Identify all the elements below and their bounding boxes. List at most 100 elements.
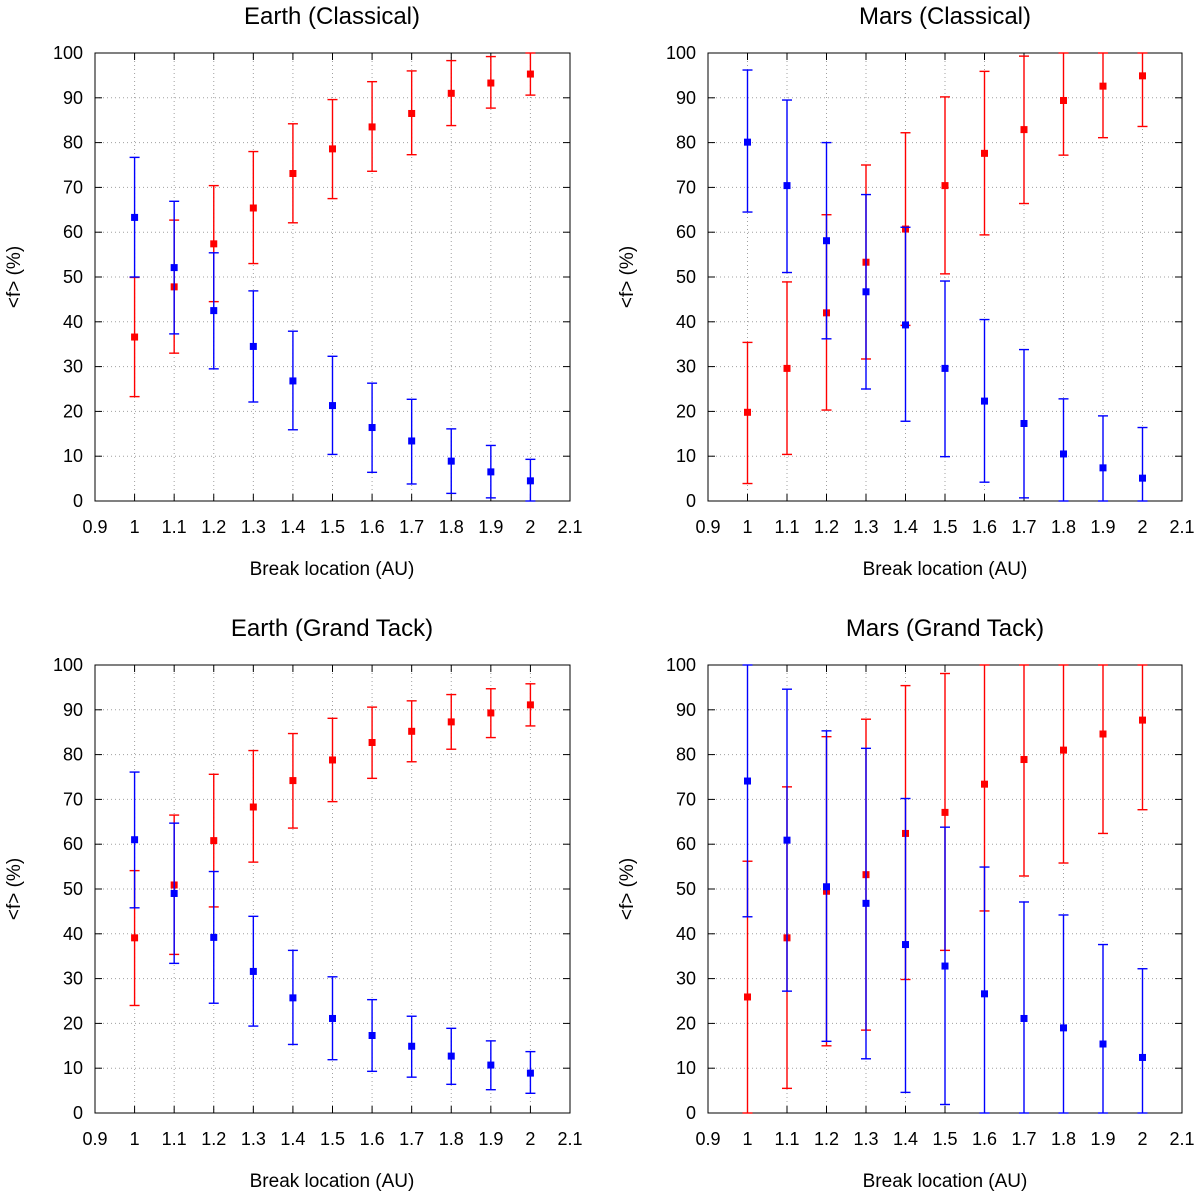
x-tick-label: 0.9 — [695, 517, 720, 537]
x-tick-label: 1.7 — [1011, 1129, 1036, 1149]
data-point — [1020, 1014, 1028, 1022]
data-point — [902, 941, 909, 949]
x-tick-label: 1.3 — [241, 517, 266, 537]
data-point — [249, 803, 257, 811]
y-tick-label: 50 — [63, 879, 83, 899]
data-point — [408, 109, 416, 117]
x-tick-label: 1.2 — [814, 1129, 839, 1149]
y-tick-label: 100 — [53, 655, 83, 675]
x-tick-label: 1.4 — [280, 517, 305, 537]
data-point — [408, 727, 416, 735]
data-point — [981, 780, 988, 788]
x-tick-label: 1.7 — [1011, 517, 1036, 537]
data-point — [131, 934, 139, 942]
series-blue — [129, 156, 536, 502]
y-tick-label: 90 — [676, 700, 696, 720]
panel-mars-classical: Mars (Classical) Break location (AU) <f>… — [617, 3, 1195, 580]
data-point — [783, 364, 791, 372]
data-point — [368, 424, 376, 432]
data-point — [170, 264, 178, 272]
data-point — [408, 437, 416, 445]
x-tick-label: 1 — [130, 517, 140, 537]
x-tick-label: 2.1 — [557, 1129, 582, 1149]
plot-frame — [94, 664, 571, 1114]
data-point — [368, 739, 376, 747]
data-point — [210, 307, 218, 315]
data-point — [249, 204, 257, 212]
x-tick-label: 1.9 — [478, 517, 503, 537]
x-axis-label: Break location (AU) — [863, 1171, 1028, 1192]
data-point — [1099, 730, 1107, 738]
data-point — [487, 1061, 495, 1069]
x-tick-label: 1.6 — [360, 517, 385, 537]
chart-title: Earth (Grand Tack) — [231, 615, 433, 642]
data-point — [1060, 96, 1067, 104]
data-point — [210, 933, 218, 941]
x-tick-label: 1.5 — [320, 517, 345, 537]
y-tick-label: 40 — [63, 312, 83, 332]
chart-title: Mars (Classical) — [859, 3, 1031, 30]
data-point — [526, 477, 534, 485]
data-point — [783, 182, 791, 190]
data-point — [1060, 450, 1067, 458]
data-point — [1020, 126, 1028, 134]
y-axis-label: <f> (%) — [617, 246, 638, 308]
data-point — [902, 321, 909, 329]
x-tick-label: 1.8 — [1051, 517, 1076, 537]
y-tick-label: 40 — [63, 924, 83, 944]
data-point — [1139, 716, 1146, 724]
y-tick-label: 10 — [676, 1058, 696, 1078]
chart-title: Mars (Grand Tack) — [846, 615, 1044, 642]
y-tick-label: 70 — [63, 789, 83, 809]
data-point — [744, 138, 751, 146]
x-axis-label: Break location (AU) — [250, 1171, 415, 1192]
x-tick-label: 1.5 — [932, 1129, 957, 1149]
x-tick-label: 1.6 — [360, 1129, 385, 1149]
data-point — [1139, 1053, 1146, 1061]
x-tick-label: 2.1 — [557, 517, 582, 537]
plot-frame — [94, 52, 571, 502]
data-point — [249, 342, 257, 350]
y-tick-label: 60 — [676, 222, 696, 242]
y-tick-label: 0 — [73, 491, 83, 511]
data-point — [941, 364, 949, 372]
y-tick-label: 30 — [676, 357, 696, 377]
data-point — [368, 123, 376, 131]
data-point — [823, 883, 830, 891]
data-point — [289, 777, 297, 785]
y-tick-label: 60 — [676, 834, 696, 854]
y-tick-label: 70 — [676, 177, 696, 197]
y-tick-label: 80 — [676, 133, 696, 153]
y-tick-label: 70 — [63, 177, 83, 197]
data-point — [368, 1031, 376, 1039]
data-point — [862, 288, 870, 296]
y-tick-label: 90 — [63, 700, 83, 720]
x-tick-label: 1.5 — [932, 517, 957, 537]
data-point — [170, 889, 178, 897]
x-tick-label: 1.3 — [241, 1129, 266, 1149]
data-point — [210, 837, 218, 845]
plot-frame — [707, 664, 1183, 1114]
data-point — [941, 962, 949, 970]
series-red — [742, 52, 1148, 485]
x-tick-label: 1.7 — [399, 1129, 424, 1149]
data-point — [1020, 419, 1028, 427]
x-tick-label: 2 — [525, 517, 535, 537]
data-point — [744, 408, 751, 416]
data-point — [447, 718, 455, 726]
data-point — [1099, 1040, 1107, 1048]
x-tick-label: 1.9 — [1090, 517, 1115, 537]
data-point — [862, 899, 870, 907]
y-tick-label: 20 — [63, 1013, 83, 1033]
x-tick-label: 1 — [742, 1129, 752, 1149]
x-tick-label: 1.8 — [439, 517, 464, 537]
data-point — [1139, 474, 1146, 482]
x-tick-label: 1.2 — [201, 1129, 226, 1149]
data-point — [783, 836, 791, 844]
y-tick-label: 20 — [676, 401, 696, 421]
data-point — [744, 993, 751, 1001]
x-tick-label: 1.9 — [478, 1129, 503, 1149]
data-point — [289, 170, 297, 178]
data-point — [526, 1069, 534, 1077]
data-point — [1020, 756, 1028, 764]
